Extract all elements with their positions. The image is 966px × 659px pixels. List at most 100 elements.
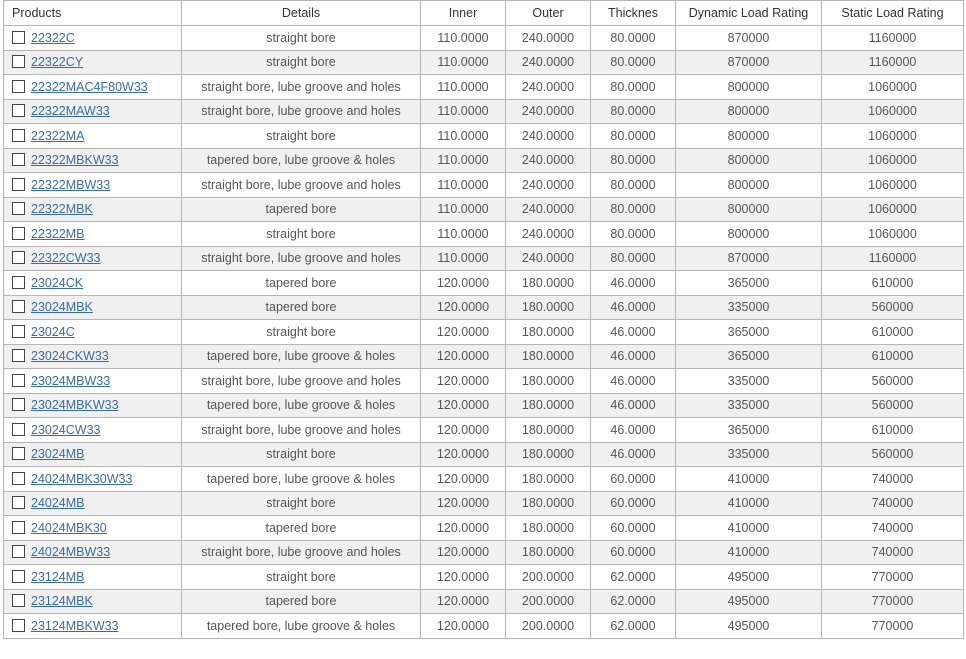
product-link[interactable]: 22322MAC4F80W33 xyxy=(31,79,148,94)
product-link[interactable]: 23024MBK xyxy=(31,300,93,315)
row-checkbox[interactable] xyxy=(12,251,25,265)
row-checkbox[interactable] xyxy=(12,545,25,559)
cell-product: 22322MB xyxy=(3,221,182,247)
cell-details: tapered bore xyxy=(181,515,421,541)
product-link[interactable]: 23024C xyxy=(31,324,75,339)
product-link[interactable]: 23024CKW33 xyxy=(31,349,109,364)
product-link[interactable]: 24024MBK30W33 xyxy=(31,471,133,486)
table-row: 24024MBK30 tapered bore 120.0000 180.0000 60… xyxy=(3,515,964,541)
row-checkbox[interactable] xyxy=(12,349,25,363)
product-link[interactable]: 22322MB xyxy=(31,226,85,241)
product-link[interactable]: 23124MBKW33 xyxy=(31,618,119,633)
table-row: 23024CKW33 tapered bore, lube groove & ho… xyxy=(3,343,964,369)
product-link[interactable]: 24024MB xyxy=(31,496,85,511)
cell-outer: 240.0000 xyxy=(505,172,591,198)
cell-dynamic-load: 335000 xyxy=(675,368,822,394)
cell-static-load: 1060000 xyxy=(821,196,964,222)
table-row: 24024MB straight bore 120.0000 180.0000 60.0… xyxy=(3,490,964,516)
row-checkbox[interactable] xyxy=(12,79,25,93)
cell-static-load: 1060000 xyxy=(821,74,964,100)
cell-details: tapered bore xyxy=(181,270,421,296)
cell-outer: 200.0000 xyxy=(505,588,591,614)
product-link[interactable]: 22322MBW33 xyxy=(31,177,111,192)
row-checkbox[interactable] xyxy=(12,618,25,632)
table-row: 22322C straight bore 110.0000 240.0000 80.00… xyxy=(3,25,964,51)
cell-dynamic-load: 800000 xyxy=(675,123,822,149)
cell-details: straight bore xyxy=(181,25,421,51)
cell-details: straight bore xyxy=(181,123,421,149)
product-link[interactable]: 22322CW33 xyxy=(31,251,101,266)
row-checkbox[interactable] xyxy=(12,226,25,240)
cell-inner: 110.0000 xyxy=(420,147,506,173)
row-checkbox[interactable] xyxy=(12,104,25,118)
cell-thickness: 80.0000 xyxy=(590,172,676,198)
product-link[interactable]: 23024CW33 xyxy=(31,422,101,437)
product-link[interactable]: 22322MBK xyxy=(31,202,93,217)
cell-details: tapered bore xyxy=(181,196,421,222)
cell-static-load: 770000 xyxy=(821,588,964,614)
row-checkbox[interactable] xyxy=(12,202,25,216)
product-link[interactable]: 23024MBKW33 xyxy=(31,398,119,413)
row-checkbox[interactable] xyxy=(12,398,25,412)
row-checkbox[interactable] xyxy=(12,569,25,583)
table-row: 23124MBK tapered bore 120.0000 200.0000 62.0… xyxy=(3,588,964,614)
cell-inner: 120.0000 xyxy=(420,368,506,394)
row-checkbox[interactable] xyxy=(12,275,25,289)
row-checkbox[interactable] xyxy=(12,324,25,338)
product-link[interactable]: 22322C xyxy=(31,30,75,45)
row-checkbox[interactable] xyxy=(12,128,25,142)
row-checkbox[interactable] xyxy=(12,300,25,314)
cell-thickness: 46.0000 xyxy=(590,392,676,418)
cell-product: 22322MAC4F80W33 xyxy=(3,74,182,100)
row-checkbox[interactable] xyxy=(12,520,25,534)
cell-product: 24024MBK30 xyxy=(3,515,182,541)
product-link[interactable]: 22322MBKW33 xyxy=(31,153,119,168)
cell-thickness: 46.0000 xyxy=(590,417,676,443)
row-checkbox[interactable] xyxy=(12,55,25,69)
row-checkbox[interactable] xyxy=(12,373,25,387)
cell-inner: 120.0000 xyxy=(420,417,506,443)
cell-details: straight bore xyxy=(181,441,421,467)
row-checkbox[interactable] xyxy=(12,447,25,461)
product-link[interactable]: 23124MB xyxy=(31,569,85,584)
table-row: 23024MBW33 straight bore, lube groove and… xyxy=(3,368,964,394)
row-checkbox[interactable] xyxy=(12,153,25,167)
cell-product: 23024MBK xyxy=(3,294,182,320)
product-link[interactable]: 23124MBK xyxy=(31,594,93,609)
cell-thickness: 80.0000 xyxy=(590,25,676,51)
product-link[interactable]: 24024MBK30 xyxy=(31,520,107,535)
row-checkbox[interactable] xyxy=(12,177,25,191)
cell-static-load: 740000 xyxy=(821,490,964,516)
row-checkbox[interactable] xyxy=(12,30,25,44)
row-checkbox[interactable] xyxy=(12,496,25,510)
cell-thickness: 80.0000 xyxy=(590,98,676,124)
header-details: Details xyxy=(181,0,421,26)
table-row: 24024MBK30W33 tapered bore, lube groove &… xyxy=(3,466,964,492)
product-link[interactable]: 23024MBW33 xyxy=(31,373,111,388)
cell-dynamic-load: 335000 xyxy=(675,392,822,418)
row-checkbox[interactable] xyxy=(12,422,25,436)
header-thickness: Thicknes xyxy=(590,0,676,26)
cell-product: 22322C xyxy=(3,25,182,51)
product-link[interactable]: 23024CK xyxy=(31,275,84,290)
product-link[interactable]: 22322MA xyxy=(31,128,85,143)
product-link[interactable]: 22322CY xyxy=(31,55,84,70)
cell-details: tapered bore, lube groove & holes xyxy=(181,613,421,639)
cell-details: tapered bore xyxy=(181,588,421,614)
cell-dynamic-load: 800000 xyxy=(675,74,822,100)
cell-inner: 120.0000 xyxy=(420,270,506,296)
product-link[interactable]: 23024MB xyxy=(31,447,85,462)
cell-thickness: 46.0000 xyxy=(590,343,676,369)
table-row: 23124MB straight bore 120.0000 200.0000 62.0… xyxy=(3,564,964,590)
cell-static-load: 610000 xyxy=(821,270,964,296)
cell-product: 22322CY xyxy=(3,49,182,75)
table-row: 23024MBKW33 tapered bore, lube groove & h… xyxy=(3,392,964,418)
row-checkbox[interactable] xyxy=(12,594,25,608)
cell-inner: 110.0000 xyxy=(420,49,506,75)
cell-details: straight bore, lube groove and holes xyxy=(181,98,421,124)
row-checkbox[interactable] xyxy=(12,471,25,485)
cell-outer: 180.0000 xyxy=(505,417,591,443)
product-link[interactable]: 24024MBW33 xyxy=(31,545,111,560)
product-link[interactable]: 22322MAW33 xyxy=(31,104,110,119)
products-table: Products Details Inner Outer Thicknes Dy… xyxy=(3,0,964,639)
